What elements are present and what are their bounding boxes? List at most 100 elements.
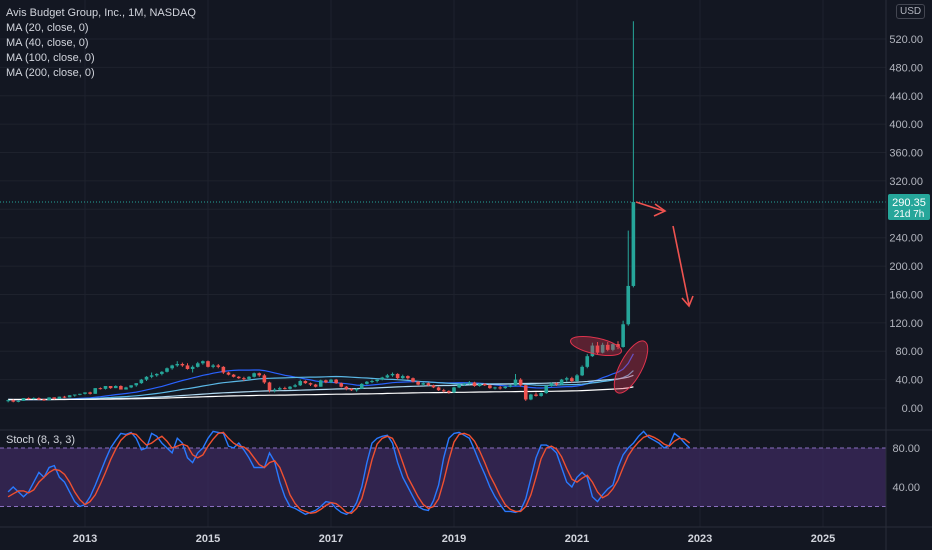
candle [165,367,169,373]
stochastic-pane[interactable] [0,430,886,516]
candle [37,397,41,401]
moving-averages [8,353,634,401]
candle-body [585,356,590,367]
candle [457,383,461,389]
ma100-label[interactable]: MA (100, close, 0) [6,52,95,64]
candle [113,385,118,389]
candle [324,379,328,384]
candle [626,230,631,326]
price-tag-countdown: 21d 7h [894,209,925,220]
candle-body [78,393,82,395]
candle [554,382,559,387]
x-tick-label: 2023 [688,533,712,545]
candle-body [416,381,420,385]
y-tick-label: 480.00 [889,62,923,74]
annotations [0,201,886,394]
candle-body [400,376,405,379]
chart-title[interactable]: Avis Budget Group, Inc., 1M, NASDAQ [6,7,196,19]
candle [447,390,451,394]
candle [185,363,190,370]
candle-body [52,397,57,399]
price-tag-value: 290.35 [892,197,926,209]
candle-body [308,383,313,385]
candle [503,386,508,389]
candle-body [482,383,487,386]
candle [154,373,159,377]
candle [26,397,31,400]
candle-body [26,398,31,400]
candle-body [103,386,108,389]
candle [139,378,144,384]
candle [339,382,344,388]
candle-body [93,388,98,394]
highlight-ellipse [570,335,622,357]
stoch-label[interactable]: Stoch (8, 3, 3) [6,434,76,446]
candle [216,364,221,369]
candle-body [513,379,518,386]
candle [190,365,195,373]
candle-body [211,365,215,367]
candle [247,376,251,380]
candle [83,392,87,395]
candle-body [529,394,533,400]
candle-body [318,380,323,387]
candle-body [62,396,67,398]
candle-body [436,387,441,391]
candle [226,371,231,376]
candle [98,387,103,390]
candle [129,385,133,389]
candle [283,386,287,390]
candle [375,378,379,383]
candle-body [236,376,241,379]
candle [390,372,395,377]
candle [293,383,297,388]
candle-body [98,388,103,390]
candle-body [221,366,226,373]
candle [349,388,354,391]
candle-body [252,373,256,377]
candle-body [457,384,461,388]
currency-selector[interactable]: USD [896,4,926,19]
candle [575,373,579,382]
candle-body [257,373,262,376]
candle-body [288,386,292,389]
candle-body [621,324,625,347]
candle [508,384,513,388]
stoch-d-line [7,431,691,515]
candle-body [242,378,246,380]
candle-body [277,388,282,390]
candle [62,395,67,399]
candle-body [124,387,128,390]
candle-body [554,383,559,385]
candle [160,371,164,376]
candle [298,379,303,387]
candle [303,380,308,384]
candle-body [375,379,379,382]
candle-body [575,375,579,382]
ma200-label[interactable]: MA (200, close, 0) [6,67,95,79]
candle [252,372,256,378]
candle-body [462,383,467,385]
ma40-label[interactable]: MA (40, close, 0) [6,37,89,49]
candles[interactable] [6,21,636,403]
candle [472,381,477,387]
candle-body [344,386,349,389]
candle [600,342,605,354]
chart-legend: Avis Budget Group, Inc., 1M, NASDAQ MA (… [6,6,196,81]
stoch-band [0,448,886,507]
candle [523,384,528,401]
y-tick-label: 40.00 [895,375,923,387]
candle-body [411,378,415,382]
candle-body [42,399,46,401]
candle [539,392,543,397]
price-tag [888,193,930,220]
y-tick-label: 440.00 [889,91,923,103]
candle-body [160,371,164,374]
ma20-label[interactable]: MA (20, close, 0) [6,22,89,34]
x-tick-label: 2021 [565,533,589,545]
candle-body [523,385,528,400]
candle-body [508,385,513,387]
candle-body [139,379,144,384]
